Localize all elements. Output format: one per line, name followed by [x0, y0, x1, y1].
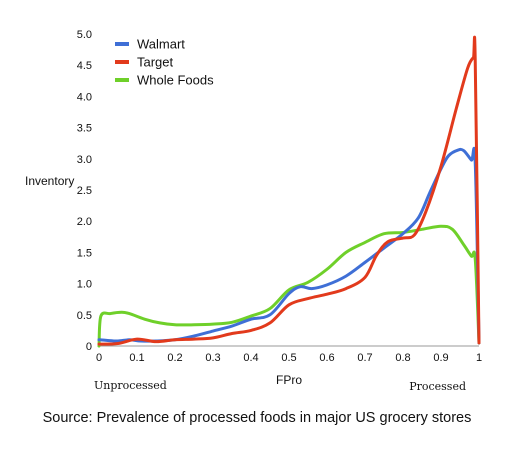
- x-axis-right-label: Processed: [409, 380, 466, 393]
- y-tick-label: 4.0: [77, 91, 92, 103]
- series-line-walmart: [97, 146, 481, 345]
- x-axis-label: FPro: [276, 373, 302, 387]
- line-chart: 00.51.01.52.02.53.03.54.04.55.0 0 0.1 0.2 0…: [25, 29, 482, 393]
- x-axis-ticks: 0 0.1 0.2 0.3 0.4 0.5 0.6 0.7 0.8 0.9 1: [96, 352, 482, 364]
- legend-label-walmart: Walmart: [137, 37, 185, 52]
- y-tick-label: 3.0: [77, 154, 92, 166]
- x-tick-label: 0.9: [433, 352, 448, 364]
- y-axis-ticks: 0 0.5 1.0 1.5 2.0 2.5 3.0 3.5 4.0 4.5 5.0: [77, 29, 92, 353]
- x-tick-label: 0.4: [243, 352, 258, 364]
- y-tick-label: 0.5: [77, 310, 92, 322]
- y-axis-label: Inventory: [25, 174, 74, 188]
- y-tick-label: 1.0: [77, 279, 92, 291]
- y-tick-label: 1.5: [77, 247, 92, 259]
- y-tick-label: 2.5: [77, 185, 92, 197]
- legend-label-whole-foods: Whole Foods: [137, 73, 214, 88]
- x-tick-label: 0.7: [357, 352, 372, 364]
- y-tick-label: 5.0: [77, 29, 92, 41]
- y-tick-label: 3.5: [77, 123, 92, 135]
- source-caption: Source: Prevalence of processed foods in…: [42, 410, 472, 426]
- series-line-whole-foods: [97, 224, 481, 348]
- x-tick-label: 0.8: [395, 352, 410, 364]
- x-tick-label: 0.5: [281, 352, 296, 364]
- x-tick-label: 0.3: [205, 352, 220, 364]
- y-tick-label: 0: [86, 341, 92, 353]
- x-tick-label: 1: [476, 352, 482, 364]
- x-tick-label: 0.1: [129, 352, 144, 364]
- legend: Walmart Target Whole Foods: [115, 37, 214, 88]
- y-tick-label: 2.0: [77, 216, 92, 228]
- y-tick-label: 4.5: [77, 60, 92, 72]
- x-tick-label: 0.2: [167, 352, 182, 364]
- x-tick-label: 0.6: [319, 352, 334, 364]
- x-tick-label: 0: [96, 352, 102, 364]
- series-line-target: [97, 35, 481, 346]
- legend-label-target: Target: [137, 55, 174, 70]
- series-lines: [97, 35, 481, 348]
- x-axis-left-label: Unprocessed: [94, 379, 167, 392]
